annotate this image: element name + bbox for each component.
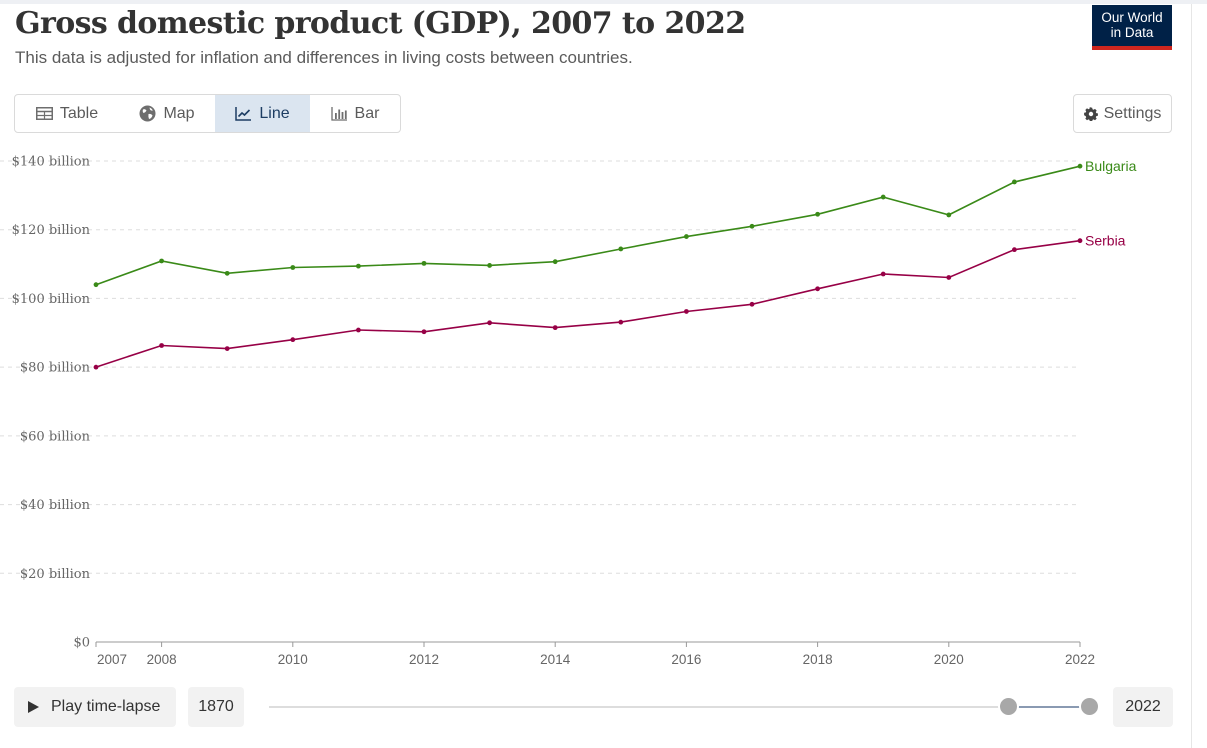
y-tick-label: $40 billion — [20, 498, 91, 513]
data-point-bulgaria — [749, 223, 755, 229]
tab-line-label: Line — [259, 104, 290, 122]
data-point-bulgaria — [1077, 163, 1083, 169]
data-point-bulgaria — [224, 270, 230, 276]
tab-map-label: Map — [163, 104, 195, 122]
tab-bar-label: Bar — [354, 104, 380, 122]
data-point-serbia — [1012, 247, 1017, 253]
data-point-serbia — [1077, 238, 1083, 244]
x-tick-label: 2010 — [278, 652, 308, 667]
data-point-bulgaria — [159, 258, 165, 264]
y-tick-label: $100 billion — [12, 292, 91, 307]
timeline-start-year[interactable]: 1870 — [188, 687, 244, 727]
table-icon — [35, 107, 53, 120]
line-chart-icon — [235, 106, 252, 121]
globe-icon — [139, 105, 156, 122]
settings-label: Settings — [1103, 104, 1162, 122]
play-timelapse-button[interactable]: Play time-lapse — [14, 687, 176, 727]
y-tick-label: $120 billion — [12, 223, 91, 238]
timeline-slider-track[interactable] — [269, 706, 1090, 708]
logo-line-1: Our World — [1101, 10, 1163, 25]
data-point-bulgaria — [421, 260, 427, 266]
timeline-start-handle[interactable] — [998, 696, 1019, 717]
data-point-bulgaria — [815, 211, 820, 217]
play-icon — [28, 701, 39, 713]
tab-table-label: Table — [59, 104, 99, 122]
view-tabs: Table Map Line Bar — [14, 94, 401, 133]
our-world-in-data-logo[interactable]: Our World in Data — [1092, 5, 1172, 50]
page-title: Gross domestic product (GDP), 2007 to 20… — [15, 6, 746, 41]
data-point-serbia — [93, 364, 99, 370]
logo-line-2: in Data — [1110, 25, 1154, 40]
x-tick-label: 2007 — [97, 652, 127, 667]
data-point-serbia — [749, 301, 755, 307]
tab-bar[interactable]: Bar — [310, 95, 400, 132]
x-tick-label: 2008 — [147, 652, 177, 667]
y-tick-label: $20 billion — [20, 567, 91, 582]
data-point-bulgaria — [356, 263, 361, 269]
settings-button[interactable]: Settings — [1073, 94, 1172, 133]
data-point-serbia — [421, 329, 427, 335]
x-tick-label: 2020 — [934, 652, 964, 667]
data-point-serbia — [159, 343, 165, 348]
data-point-bulgaria — [552, 259, 558, 265]
data-point-bulgaria — [880, 194, 886, 200]
data-point-serbia — [684, 309, 689, 314]
series-label-serbia: Serbia — [1085, 233, 1126, 249]
y-tick-label: $140 billion — [12, 155, 91, 170]
y-tick-label: $80 billion — [20, 361, 91, 376]
data-point-bulgaria — [93, 282, 99, 288]
bar-chart-icon — [330, 106, 347, 121]
tab-map[interactable]: Map — [119, 95, 215, 132]
logo-red-bar — [1092, 46, 1172, 50]
data-point-serbia — [356, 327, 361, 333]
series-label-bulgaria: Bulgaria — [1085, 158, 1137, 174]
data-point-bulgaria — [684, 234, 689, 239]
data-point-serbia — [224, 346, 230, 351]
timeline-selected-range — [1008, 706, 1090, 708]
tab-table[interactable]: Table — [15, 95, 119, 132]
data-point-bulgaria — [487, 263, 492, 268]
x-tick-label: 2022 — [1065, 652, 1095, 667]
right-divider — [1191, 4, 1192, 748]
data-point-serbia — [290, 337, 296, 343]
x-tick-label: 2012 — [409, 652, 439, 667]
data-point-bulgaria — [1012, 179, 1017, 185]
play-timelapse-label: Play time-lapse — [51, 698, 161, 715]
x-tick-label: 2016 — [671, 652, 701, 667]
data-point-serbia — [880, 271, 886, 277]
gdp-line-chart: $0 $20 billion $40 billion $60 billion $80 b… — [0, 155, 1137, 667]
data-point-bulgaria — [290, 265, 296, 270]
top-strip — [0, 0, 1207, 4]
x-tick-label: 2018 — [803, 652, 833, 667]
y-tick-label: $0 — [73, 636, 90, 651]
series-line-bulgaria — [95, 165, 1081, 286]
tab-line[interactable]: Line — [215, 95, 310, 132]
x-tick-label: 2014 — [540, 652, 571, 667]
gear-icon — [1083, 106, 1098, 121]
data-point-serbia — [487, 320, 492, 326]
y-tick-label: $60 billion — [20, 429, 91, 444]
timeline-end-year[interactable]: 2022 — [1113, 687, 1173, 727]
series-line-serbia — [95, 239, 1081, 368]
data-point-serbia — [552, 325, 558, 331]
page-subtitle: This data is adjusted for inflation and … — [15, 48, 633, 67]
data-point-serbia — [618, 319, 624, 325]
data-point-serbia — [815, 286, 820, 292]
timeline-end-handle[interactable] — [1079, 696, 1100, 717]
data-point-bulgaria — [946, 212, 952, 218]
data-point-serbia — [946, 275, 952, 280]
data-point-bulgaria — [618, 246, 624, 252]
